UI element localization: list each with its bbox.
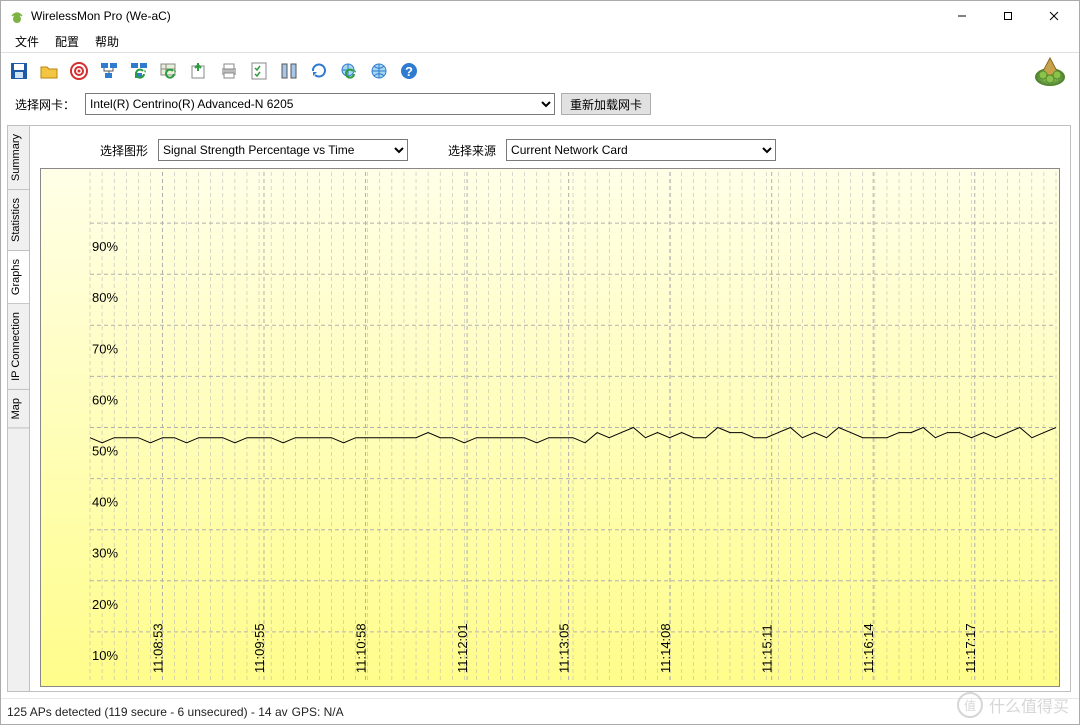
- export-icon[interactable]: [185, 57, 213, 85]
- menubar: 文件 配置 帮助: [1, 31, 1079, 53]
- globe-icon[interactable]: [365, 57, 393, 85]
- checklist-icon[interactable]: [245, 57, 273, 85]
- nic-select[interactable]: Intel(R) Centrino(R) Advanced-N 6205: [85, 93, 555, 115]
- graph-source-label: 选择来源: [448, 142, 496, 159]
- globe-refresh-icon[interactable]: [335, 57, 363, 85]
- menu-config[interactable]: 配置: [47, 31, 87, 52]
- app-icon: [9, 8, 25, 24]
- chart: 10% 20% 30% 40% 50% 60% 70% 80% 90% 11:08:53 11:09…: [40, 168, 1060, 687]
- watermark-badge: 值: [957, 692, 983, 718]
- tab-map[interactable]: Map: [8, 390, 29, 428]
- nic-selector-row: 选择网卡： Intel(R) Centrino(R) Advanced-N 62…: [1, 89, 1079, 119]
- svg-text:11:17:17: 11:17:17: [963, 623, 978, 673]
- tab-summary[interactable]: Summary: [8, 126, 29, 190]
- side-tabs: SummaryStatisticsGraphsIP ConnectionMap: [8, 126, 30, 691]
- print-icon[interactable]: [215, 57, 243, 85]
- graph-type-label: 选择图形: [100, 142, 148, 159]
- window-controls: [939, 1, 1077, 31]
- graph-controls: 选择图形 Signal Strength Percentage vs Time …: [40, 134, 1060, 166]
- map-refresh-icon[interactable]: [155, 57, 183, 85]
- help-icon[interactable]: ?: [395, 57, 423, 85]
- watermark-text: 什么值得买: [989, 693, 1069, 717]
- svg-text:70%: 70%: [92, 341, 118, 356]
- save-icon[interactable]: [5, 57, 33, 85]
- svg-text:11:13:05: 11:13:05: [557, 623, 572, 673]
- svg-text:90%: 90%: [92, 239, 118, 254]
- status-gps: GPS: N/A: [292, 705, 344, 719]
- columns-icon[interactable]: [275, 57, 303, 85]
- svg-text:11:12:01: 11:12:01: [455, 623, 470, 673]
- svg-text:30%: 30%: [92, 546, 118, 561]
- svg-text:11:09:55: 11:09:55: [252, 623, 267, 673]
- graph-panel: 选择图形 Signal Strength Percentage vs Time …: [30, 126, 1070, 691]
- svg-text:11:16:14: 11:16:14: [861, 623, 876, 673]
- refresh-icon[interactable]: [305, 57, 333, 85]
- minimize-button[interactable]: [939, 1, 985, 31]
- close-button[interactable]: [1031, 1, 1077, 31]
- target-icon[interactable]: [65, 57, 93, 85]
- graph-type-select[interactable]: Signal Strength Percentage vs Time: [158, 139, 408, 161]
- status-aps: 125 APs detected (119 secure - 6 unsecur…: [7, 705, 288, 719]
- svg-text:60%: 60%: [92, 392, 118, 407]
- statusbar: 125 APs detected (119 secure - 6 unsecur…: [1, 698, 1079, 724]
- titlebar: WirelessMon Pro (We-aC): [1, 1, 1079, 31]
- watermark: 值 什么值得买: [957, 692, 1069, 718]
- open-icon[interactable]: [35, 57, 63, 85]
- network-icon[interactable]: [95, 57, 123, 85]
- window-title: WirelessMon Pro (We-aC): [31, 9, 939, 23]
- tab-statistics[interactable]: Statistics: [8, 190, 29, 251]
- svg-text:10%: 10%: [92, 648, 118, 663]
- svg-text:80%: 80%: [92, 290, 118, 305]
- svg-text:11:10:58: 11:10:58: [354, 623, 369, 673]
- menu-file[interactable]: 文件: [7, 31, 47, 52]
- toolbar: ?: [1, 53, 1079, 89]
- tab-graphs[interactable]: Graphs: [8, 251, 29, 304]
- svg-text:40%: 40%: [92, 495, 118, 510]
- workarea: SummaryStatisticsGraphsIP ConnectionMap …: [7, 125, 1071, 692]
- svg-text:11:08:53: 11:08:53: [150, 623, 165, 673]
- nic-label: 选择网卡：: [15, 96, 75, 113]
- graph-source-select[interactable]: Current Network Card: [506, 139, 776, 161]
- app-logo-icon: [1029, 53, 1071, 89]
- tab-ip-connection[interactable]: IP Connection: [8, 304, 29, 390]
- refresh-network-icon[interactable]: [125, 57, 153, 85]
- maximize-button[interactable]: [985, 1, 1031, 31]
- svg-text:11:14:08: 11:14:08: [658, 623, 673, 673]
- svg-text:20%: 20%: [92, 597, 118, 612]
- svg-text:11:15:11: 11:15:11: [760, 624, 775, 673]
- reload-nic-button[interactable]: 重新加载网卡: [561, 93, 651, 115]
- svg-text:50%: 50%: [92, 444, 118, 459]
- svg-text:?: ?: [405, 64, 413, 79]
- menu-help[interactable]: 帮助: [87, 31, 127, 52]
